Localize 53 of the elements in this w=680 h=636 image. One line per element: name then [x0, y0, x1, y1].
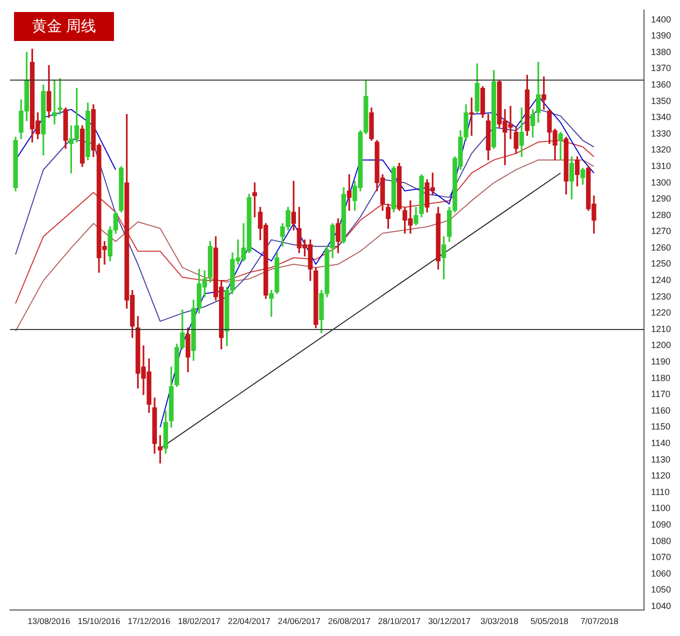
- y-tick-label: 1170: [650, 389, 670, 400]
- x-tick-label: 5/05/2018: [530, 616, 569, 626]
- y-tick-label: 1190: [650, 356, 670, 367]
- y-tick-label: 1100: [650, 503, 670, 514]
- x-tick-label: 26/08/2017: [328, 616, 371, 626]
- x-tick-label: 17/12/2016: [128, 616, 171, 626]
- x-tick-label: 30/12/2017: [428, 616, 471, 626]
- y-tick-label: 1320: [650, 144, 672, 155]
- y-tick-label: 1210: [650, 324, 672, 334]
- y-tick-label: 1270: [650, 226, 672, 236]
- x-tick-label: 22/04/2017: [228, 616, 271, 626]
- y-tick-label: 1140: [650, 438, 670, 448]
- y-tick-label: 1390: [650, 30, 672, 41]
- x-tick-label: 18/02/2017: [178, 616, 221, 626]
- y-tick-label: 1230: [650, 291, 672, 302]
- candlestick: [58, 78, 62, 115]
- y-tick-label: 1050: [650, 584, 672, 595]
- y-tick-label: 1060: [650, 568, 672, 578]
- candlestick: [52, 80, 57, 124]
- x-tick-label: 28/10/2017: [378, 616, 421, 626]
- y-tick-label: 1070: [650, 552, 672, 562]
- y-tick-label: 1200: [650, 340, 672, 350]
- y-tick-label: 1280: [650, 210, 672, 220]
- y-tick-label: 1250: [650, 258, 672, 269]
- y-tick-label: 1120: [650, 470, 670, 481]
- x-tick-label: 7/07/2018: [580, 616, 619, 626]
- y-tick-label: 1040: [650, 601, 672, 612]
- candlestick: [558, 132, 563, 160]
- y-tick-label: 1090: [650, 520, 672, 530]
- y-tick-label: 1150: [650, 422, 670, 432]
- y-tick-label: 1340: [650, 112, 672, 122]
- y-tick-label: 1110: [650, 486, 670, 497]
- y-tick-label: 1260: [650, 242, 672, 252]
- y-tick-label: 1160: [650, 405, 670, 416]
- y-tick-label: 1330: [650, 128, 672, 138]
- x-tick-label: 13/08/2016: [28, 616, 70, 626]
- x-tick-label: 3/03/2018: [480, 616, 519, 626]
- y-tick-label: 1370: [650, 63, 672, 74]
- text: 黄金 周线: [14, 12, 114, 41]
- y-tick-label: 1350: [650, 96, 672, 106]
- y-tick-label: 1310: [650, 160, 672, 171]
- y-tick-label: 1380: [650, 46, 672, 57]
- y-tick-label: 1080: [650, 536, 672, 546]
- x-tick-label: 15/10/2016: [78, 616, 121, 626]
- y-tick-label: 1180: [650, 372, 670, 383]
- y-tick-label: 1300: [650, 177, 672, 188]
- y-tick-label: 1290: [650, 194, 672, 204]
- y-tick-label: 1400: [650, 14, 672, 24]
- y-tick-label: 1220: [650, 308, 672, 318]
- y-tick-label: 1240: [650, 275, 672, 286]
- x-tick-label: 24/06/2017: [278, 616, 321, 626]
- y-tick-label: 1130: [650, 454, 670, 464]
- y-tick-label: 1360: [650, 79, 672, 90]
